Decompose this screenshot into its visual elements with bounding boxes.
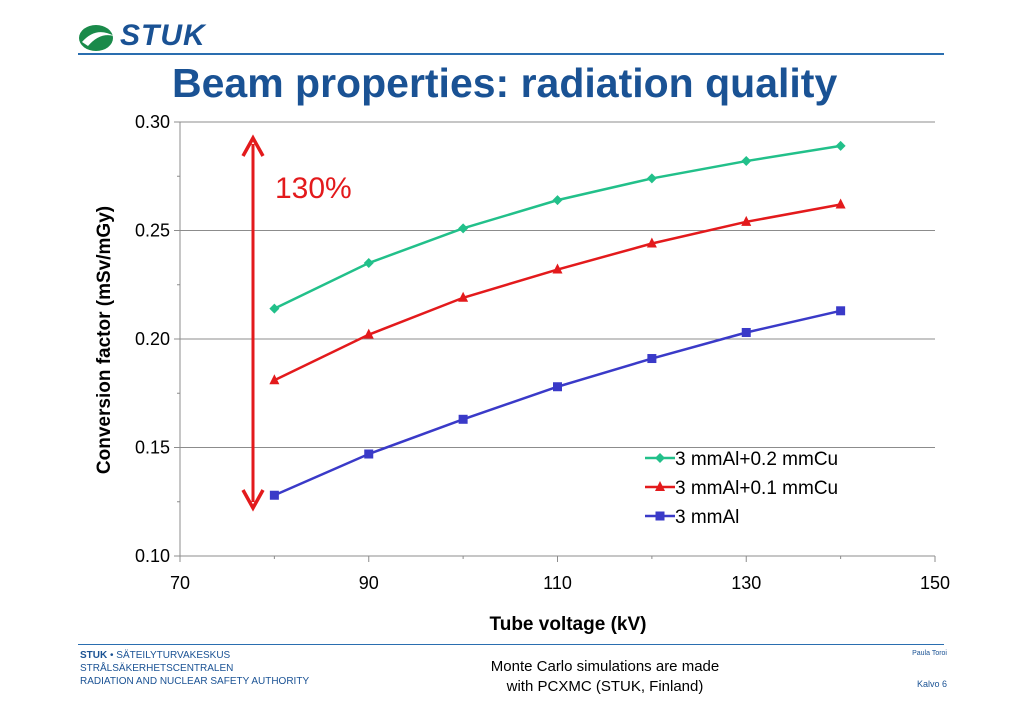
data-point <box>741 156 752 167</box>
data-point <box>836 306 846 316</box>
legend-marker <box>655 511 665 521</box>
data-point <box>553 382 562 392</box>
data-point <box>646 237 657 248</box>
y-tick-label: 0.25 <box>135 221 170 241</box>
data-point <box>741 215 752 226</box>
legend-entry: 3 mmAl+0.1 mmCu <box>675 478 838 499</box>
x-tick-label: 130 <box>731 573 761 593</box>
footer-org-fi: • SÄTEILYTURVAKESKUS <box>107 650 231 661</box>
range-annotation <box>241 134 265 512</box>
data-point <box>741 327 751 337</box>
footer-author: Paula Toroi <box>912 650 947 657</box>
range-percent-label: 130% <box>275 172 352 205</box>
legend-entry: 3 mmAl+0.2 mmCu <box>675 449 838 470</box>
footer-org-en: RADIATION AND NUCLEAR SAFETY AUTHORITY <box>80 676 310 687</box>
legend-entry: 3 mmAl <box>675 507 739 528</box>
page-title: Beam properties: radiation quality <box>172 60 838 106</box>
footer-org-short: STUK <box>80 650 108 661</box>
data-point <box>269 490 279 500</box>
footer-organization: STUK • SÄTEILYTURVAKESKUS STRÅLSÄKERHETS… <box>80 649 309 688</box>
footer-note-line1: Monte Carlo simulations are made <box>490 658 720 675</box>
axis-layer: 0.10 0.15 0.20 0.25 0.30 70 90 110 130 150 <box>135 112 950 593</box>
data-point <box>646 173 657 184</box>
footer-page-number: Kalvo 6 <box>916 679 947 689</box>
range-arrow-head-bottom <box>241 489 265 512</box>
series-layer <box>269 140 846 500</box>
x-tick-label: 70 <box>170 573 190 593</box>
data-point <box>458 223 469 234</box>
x-tick-label: 110 <box>543 573 572 593</box>
data-point <box>647 354 657 364</box>
legend-marker <box>655 453 665 463</box>
footer-note-line2: with PCXMC (STUK, Finland) <box>506 678 704 695</box>
data-point <box>269 303 280 314</box>
data-point <box>552 263 563 274</box>
x-tick-label: 150 <box>920 573 950 593</box>
x-axis-label: Tube voltage (kV) <box>490 614 647 635</box>
footer-divider <box>78 644 944 645</box>
data-point <box>269 374 280 385</box>
data-point <box>458 291 469 302</box>
header-divider <box>78 53 944 55</box>
footer-org-sv: STRÅLSÄKERHETSCENTRALEN <box>80 663 234 674</box>
grid-layer <box>180 121 935 448</box>
data-point <box>364 449 374 459</box>
legend-marker <box>655 481 665 491</box>
data-point <box>363 328 374 339</box>
footer-note: Monte Carlo simulations are made with PC… <box>440 657 770 697</box>
y-tick-label: 0.10 <box>135 546 170 566</box>
y-tick-label: 0.15 <box>135 438 170 458</box>
x-tick-label: 90 <box>359 573 379 593</box>
data-point <box>458 414 468 424</box>
y-tick-label: 0.30 <box>135 112 170 132</box>
stuk-logo-icon <box>79 25 114 51</box>
data-point <box>552 195 563 206</box>
series-line <box>273 144 841 310</box>
data-point <box>835 140 846 151</box>
y-axis-label: Conversion factor (mSv/mGy) <box>94 206 115 474</box>
data-point <box>835 198 846 209</box>
y-tick-label: 0.20 <box>135 329 170 349</box>
data-point <box>363 258 374 269</box>
logo-text: STUK <box>120 19 206 52</box>
legend: 3 mmAl+0.2 mmCu 3 mmAl+0.1 mmCu 3 mmAl <box>645 449 838 528</box>
range-arrow-head-top <box>241 134 265 157</box>
